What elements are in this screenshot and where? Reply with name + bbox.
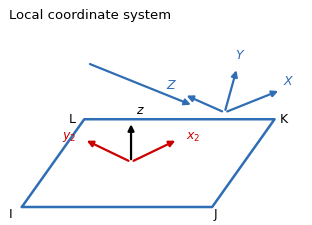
Text: Local coordinate system: Local coordinate system	[9, 9, 172, 22]
Text: L: L	[68, 113, 75, 126]
Text: $y_2$: $y_2$	[62, 130, 76, 144]
Text: $Y$: $Y$	[235, 49, 246, 62]
Text: I: I	[9, 208, 13, 221]
Text: $Z$: $Z$	[166, 79, 177, 92]
Text: $X$: $X$	[283, 75, 294, 88]
Text: K: K	[280, 113, 288, 126]
Text: $z$: $z$	[136, 104, 144, 117]
Text: $x_2$: $x_2$	[186, 131, 200, 144]
Text: J: J	[213, 208, 217, 221]
